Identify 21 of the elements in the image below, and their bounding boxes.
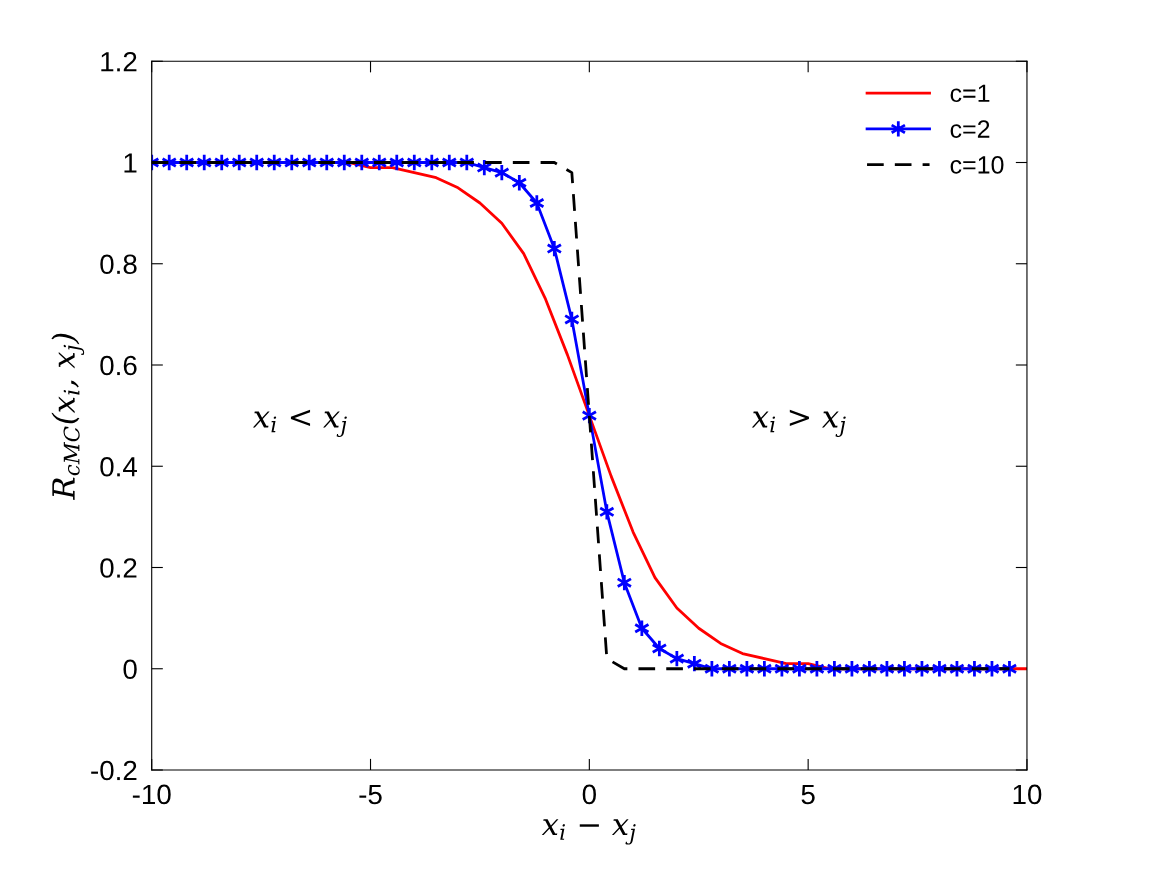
x-tick-label: 10 — [1013, 784, 1042, 805]
legend-label: c=2 — [950, 120, 990, 138]
y-tick-label: 0.4 — [100, 456, 138, 477]
legend-label: c=10 — [950, 156, 1004, 174]
y-tick-label: 1.2 — [101, 51, 137, 72]
x-tick-label: 0 — [582, 784, 596, 805]
x-axis-title: x$_{i}$ − x$_{j}$ — [541, 819, 636, 845]
y-tick-label: 1 — [124, 153, 137, 173]
y-tick-label: -0.2 — [91, 760, 137, 781]
legend-label: c=1 — [950, 84, 990, 103]
y-axis-title: R$_{cMC}$(x$_{i}$, x$_{j}$) — [51, 333, 85, 500]
x-tick-label: -5 — [359, 784, 382, 805]
y-tick-label: 0.2 — [100, 558, 137, 578]
y-tick-label: 0 — [123, 659, 137, 680]
x-tick-label: -10 — [132, 784, 171, 805]
annotation: x$_{i}$ < x$_{j}$ — [252, 409, 347, 437]
y-tick-label: 0.6 — [100, 355, 137, 376]
x-tick-label: 5 — [801, 784, 815, 805]
annotation: x$_{i}$ > x$_{j}$ — [751, 409, 846, 437]
y-tick-label: 0.8 — [100, 254, 137, 275]
point — [528, 193, 545, 213]
